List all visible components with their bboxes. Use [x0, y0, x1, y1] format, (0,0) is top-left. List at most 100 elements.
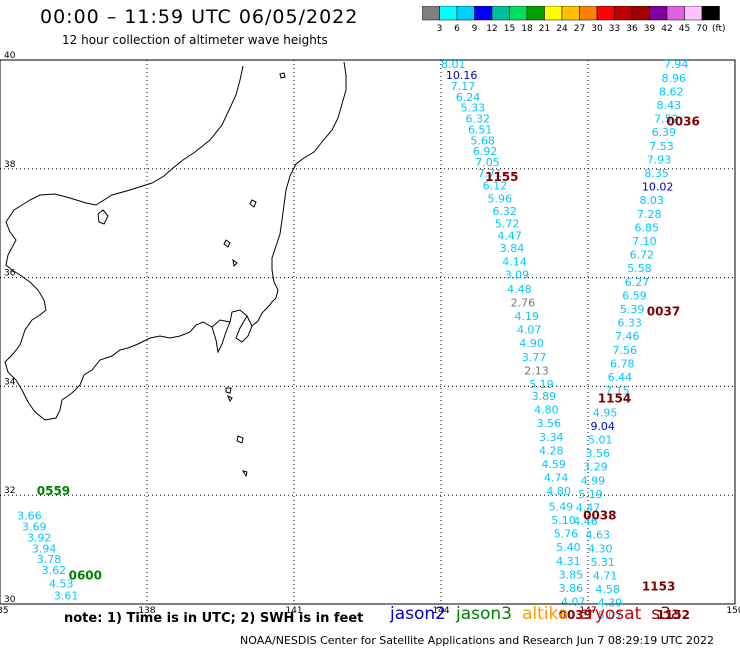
wave-height-value: 3.85: [559, 568, 584, 581]
wave-height-value: 3.62: [42, 564, 67, 577]
colorbar-label: 42: [661, 24, 672, 34]
wave-height-value: 7.15: [605, 385, 630, 398]
wave-height-value: 8.96: [662, 72, 687, 85]
wave-height-value: 5.01: [588, 434, 613, 447]
credit-line: NOAA/NESDIS Center for Satellite Applica…: [240, 634, 715, 647]
island-5: [225, 387, 232, 394]
wave-height-value: 7.46: [615, 330, 640, 343]
colorbar-unit: (ft): [712, 24, 726, 34]
wave-height-value: 3.34: [539, 431, 564, 444]
legend-jason3: jason3: [456, 604, 512, 624]
colorbar-label: 3: [437, 24, 443, 34]
pass-time-label: 0038: [583, 509, 616, 523]
colorbar-label: 9: [472, 24, 478, 34]
colorbar-label: 24: [556, 24, 568, 34]
colorbar-label: 12: [486, 24, 497, 34]
wave-height-value: 2.76: [511, 296, 535, 309]
wave-height-value: 5.31: [590, 556, 615, 569]
wave-height-value: 6.85: [635, 221, 660, 234]
track-0600: 0600: [69, 569, 102, 583]
wave-height-value: 10.16: [446, 69, 478, 82]
pass-time-label: 1154: [598, 392, 631, 406]
wave-height-value: 3.09: [505, 269, 530, 282]
colorbar: 3 6 9 12 15 18 21 24 27 30 33 36 39 42 45 70 (ft): [422, 6, 726, 34]
wave-height-value: 5.10: [551, 514, 576, 527]
colorbar-label: 21: [539, 24, 550, 34]
pass-time-label: 1155: [485, 170, 518, 184]
legend-altika: altika: [522, 604, 569, 624]
wave-height-value: 4.31: [556, 555, 581, 568]
island-2: [249, 199, 257, 208]
pass-time-label: 0600: [69, 569, 102, 583]
wave-height-value: 5.07: [598, 609, 623, 622]
wave-height-value: 4.28: [539, 444, 564, 457]
wave-height-value: 7.94: [664, 58, 689, 71]
pass-time-label: 0036: [666, 114, 699, 128]
track-1153: 1153: [642, 579, 675, 593]
wave-height-value: 6.92: [473, 145, 498, 158]
track-0039: 0039: [559, 608, 592, 622]
wave-height-value: 5.72: [495, 218, 520, 231]
track-0036: 7.948.968.628.437.526.397.537.938.3510.0…: [605, 58, 700, 397]
wave-height-value: 3.92: [27, 531, 52, 544]
island-3: [223, 239, 231, 248]
wave-height-value: 3.66: [17, 510, 42, 523]
wave-height-value: 4.46: [573, 515, 598, 528]
wave-height-value: 8.03: [639, 194, 664, 207]
wave-height-value: 4.07: [561, 596, 586, 609]
legend-jason2: jason2: [390, 604, 446, 624]
honshu-coastline: [4, 61, 347, 421]
pass-time-label: 0037: [647, 305, 680, 319]
lat-tick-label: 30: [4, 595, 16, 605]
wave-height-value: 4.48: [507, 283, 532, 296]
pass-time-label: 1152: [657, 608, 690, 622]
island-8: [227, 394, 233, 403]
wave-height-value: 4.80: [546, 485, 571, 498]
wave-height-value: 6.59: [622, 289, 647, 302]
island-4: [232, 258, 238, 268]
wave-height-value: 4.39: [598, 597, 623, 610]
wave-height-value: 7.17: [451, 80, 476, 93]
altimeter-tracks: 8.0110.167.176.245.336.326.515.686.927.0…: [17, 58, 700, 622]
lat-tick-label: 36: [4, 269, 16, 279]
wave-height-value: 4.58: [595, 583, 620, 596]
island-1: [279, 72, 286, 79]
wave-height-value: 5.39: [620, 303, 645, 316]
wave-height-value: 4.80: [534, 404, 559, 417]
wave-height-value: 6.12: [483, 179, 508, 192]
track-0038: 4.634.305.314.714.584.395.07 0038: [583, 509, 622, 623]
axis-ticks: 135 138 141 144 147 150 40 38 36 34 32 30: [0, 51, 740, 616]
lon-tick-label: 141: [285, 606, 302, 616]
wave-height-value: 4.19: [515, 310, 540, 323]
wave-height-value: 3.78: [37, 553, 62, 566]
wave-height-value: 5.33: [461, 102, 486, 115]
wave-height-value: 4.95: [593, 406, 618, 419]
wave-height-value: 4.47: [497, 230, 521, 243]
lat-tick-label: 38: [4, 160, 16, 170]
wave-height-value: 3.86: [559, 582, 584, 595]
wave-height-value: 6.27: [625, 276, 650, 289]
track-0037: 0037: [647, 305, 680, 319]
wave-height-value: 4.99: [581, 474, 606, 487]
lat-lon-grid: [0, 59, 736, 605]
wave-height-value: 6.39: [652, 126, 677, 139]
chart-title: 00:00 – 11:59 UTC 06/05/2022: [40, 6, 359, 28]
wave-height-value: 6.72: [630, 249, 655, 262]
coastline: [4, 61, 347, 478]
colorbar-label: 36: [626, 24, 638, 34]
wave-height-value: 6.32: [492, 205, 517, 218]
wave-height-value: 4.14: [502, 256, 527, 269]
colorbar-label: 70: [696, 24, 708, 34]
lat-tick-label: 32: [4, 486, 15, 496]
wave-height-value: 4.47: [576, 502, 601, 515]
lon-tick-label: 144: [432, 606, 449, 616]
wave-height-value: 7.53: [649, 140, 674, 153]
wave-height-value: 7.10: [632, 235, 657, 248]
wave-height-value: 7.05: [475, 156, 500, 169]
pass-time-label: 0559: [37, 484, 70, 498]
colorbar-label: 15: [504, 24, 515, 34]
wave-height-value: 4.90: [519, 337, 544, 350]
wave-height-value: 4.30: [588, 542, 613, 555]
wave-height-value: 5.49: [549, 500, 574, 513]
